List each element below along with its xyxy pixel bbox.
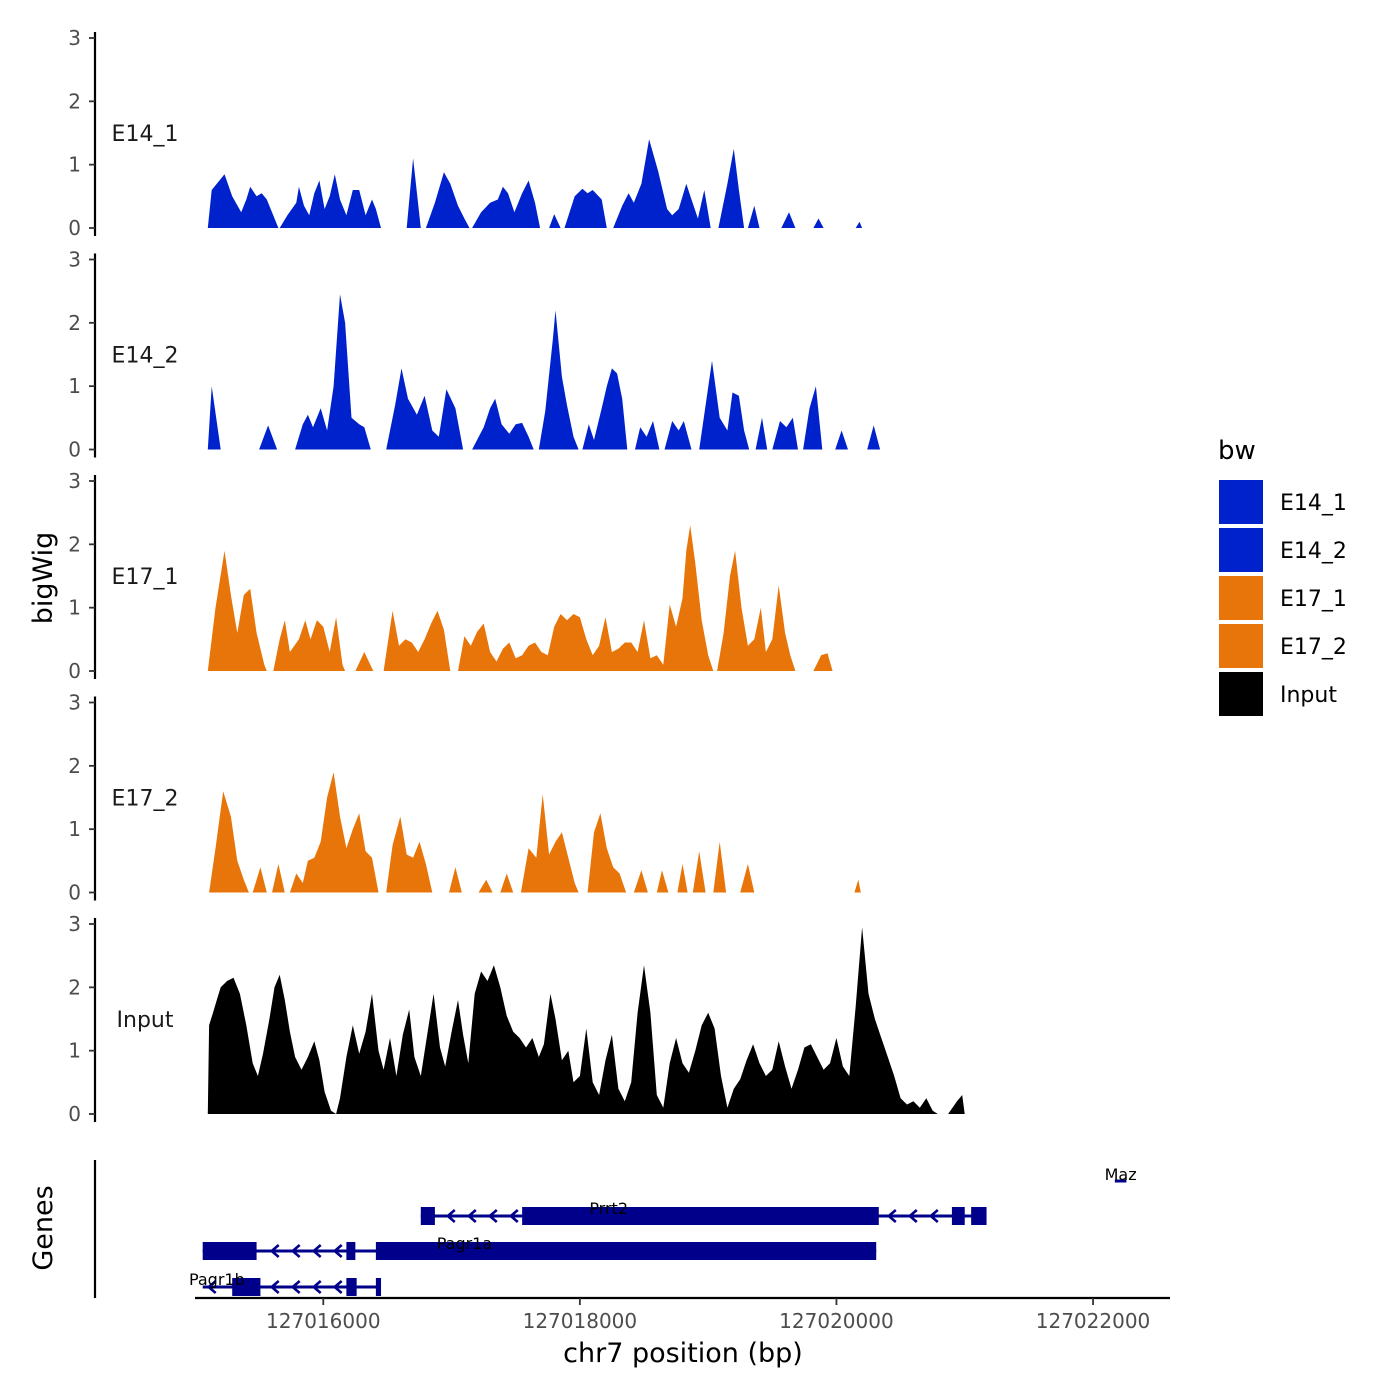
area-series-input — [207, 927, 965, 1114]
gene-pagr1a: Pagr1a — [202, 1234, 877, 1260]
area-series-e14-1 — [207, 139, 863, 228]
y-tick-label: 2 — [68, 89, 81, 113]
strand-arrow — [290, 1244, 301, 1258]
gene-label-pagr1a: Pagr1a — [437, 1234, 492, 1253]
y-tick-label: 0 — [68, 438, 81, 462]
strand-arrow — [332, 1280, 343, 1294]
track-e17-2: 0 1 2 3 E17_2 — [68, 691, 861, 905]
gene-exon — [375, 1242, 877, 1260]
legend-title: bw — [1218, 436, 1256, 466]
strand-arrow — [269, 1280, 280, 1294]
legend-entry-e14-1: E14_1 — [1219, 480, 1347, 524]
strand-arrow — [290, 1280, 301, 1294]
gene-maz: Maz — [1105, 1165, 1137, 1184]
strand-arrow — [907, 1209, 918, 1223]
track-label-e14-2: E14_2 — [112, 344, 179, 369]
y-tick-label: 3 — [68, 469, 81, 493]
legend-label: E14_2 — [1280, 539, 1347, 564]
gene-track: Maz Prrt2 Pagr1a Pagr1b — [93, 1160, 1137, 1298]
gene-label-prrt2: Prrt2 — [589, 1199, 628, 1218]
legend-swatch — [1219, 480, 1263, 524]
legend-label: Input — [1280, 683, 1337, 708]
x-axis: 127016000 127018000 127020000 127022000 — [195, 1296, 1170, 1333]
y-tick-label: 0 — [68, 216, 81, 240]
y-tick-label: 1 — [68, 374, 81, 398]
track-input: 0 1 2 3 Input — [68, 912, 965, 1126]
signal-tracks: 0 1 2 3 E14_1 0 1 2 3 E14_2 0 1 2 3 E17_1 0 1 2 3 E17_2 0 1 2 3… — [68, 26, 965, 1126]
y-tick-label: 2 — [68, 975, 81, 999]
gene-exon — [420, 1207, 435, 1225]
track-e14-1: 0 1 2 3 E14_1 — [68, 26, 863, 240]
gene-exon — [951, 1207, 965, 1225]
legend-entry-e14-2: E14_2 — [1219, 528, 1347, 572]
y-tick-label: 2 — [68, 754, 81, 778]
x-tick-label: 127020000 — [779, 1309, 894, 1333]
y-axis-title: bigWig — [28, 532, 59, 625]
gene-exon — [202, 1242, 257, 1260]
legend-label: E17_2 — [1280, 635, 1347, 660]
gene-exon — [346, 1278, 357, 1296]
y-tick-label: 0 — [68, 659, 81, 683]
legend-swatch — [1219, 528, 1263, 572]
gene-exon — [375, 1278, 382, 1296]
y-tick-label: 1 — [68, 153, 81, 177]
legend-entry-e17-2: E17_2 — [1219, 624, 1347, 668]
legend-entry-e17-1: E17_1 — [1219, 576, 1347, 620]
legend: E14_1 E14_2 E17_1 E17_2 Input — [1219, 480, 1347, 716]
y-tick-label: 2 — [68, 311, 81, 335]
gene-label-pagr1b: Pagr1b — [189, 1270, 245, 1289]
strand-arrow — [487, 1209, 498, 1223]
strand-arrow — [886, 1209, 897, 1223]
y-tick-label: 1 — [68, 1039, 81, 1063]
track-e14-2: 0 1 2 3 E14_2 — [68, 248, 881, 462]
legend-label: E14_1 — [1280, 491, 1347, 516]
strand-arrow — [508, 1209, 519, 1223]
gene-exon — [346, 1242, 356, 1260]
y-tick-label: 3 — [68, 26, 81, 50]
gene-exon — [971, 1207, 987, 1225]
track-label-e14-1: E14_1 — [112, 122, 179, 147]
x-tick-label: 127022000 — [1036, 1309, 1151, 1333]
gene-exon — [232, 1278, 261, 1296]
track-e17-1: 0 1 2 3 E17_1 — [68, 469, 833, 683]
x-tick-label: 127018000 — [523, 1309, 638, 1333]
legend-swatch — [1219, 576, 1263, 620]
genes-axis-title: Genes — [28, 1185, 59, 1270]
strand-arrow — [332, 1244, 343, 1258]
gene-pagr1b: Pagr1b — [189, 1270, 382, 1296]
track-label-e17-1: E17_1 — [112, 565, 179, 590]
area-series-e17-1 — [207, 525, 833, 671]
y-tick-label: 3 — [68, 248, 81, 272]
legend-label: E17_1 — [1280, 587, 1347, 612]
strand-arrow — [206, 1280, 217, 1294]
strand-arrow — [269, 1244, 280, 1258]
legend-entry-input: Input — [1219, 672, 1337, 716]
strand-arrow — [466, 1209, 477, 1223]
gene-label-maz: Maz — [1105, 1165, 1137, 1184]
track-label-input: Input — [117, 1008, 174, 1033]
y-tick-label: 1 — [68, 596, 81, 620]
track-label-e17-2: E17_2 — [112, 787, 179, 812]
y-tick-label: 2 — [68, 532, 81, 556]
legend-swatch — [1219, 672, 1263, 716]
area-series-e17-2 — [209, 772, 861, 893]
strand-arrow — [928, 1209, 939, 1223]
y-tick-label: 0 — [68, 1102, 81, 1126]
strand-arrow — [445, 1209, 456, 1223]
strand-arrow — [311, 1244, 322, 1258]
strand-arrow — [311, 1280, 322, 1294]
gene-prrt2: Prrt2 — [420, 1199, 987, 1225]
gene-exon — [522, 1207, 879, 1225]
y-tick-label: 3 — [68, 691, 81, 715]
legend-swatch — [1219, 624, 1263, 668]
x-axis-title: chr7 position (bp) — [563, 1338, 803, 1369]
y-tick-label: 0 — [68, 881, 81, 905]
x-tick-label: 127016000 — [266, 1309, 381, 1333]
y-tick-label: 1 — [68, 817, 81, 841]
y-tick-label: 3 — [68, 912, 81, 936]
area-series-e14-2 — [207, 294, 881, 450]
